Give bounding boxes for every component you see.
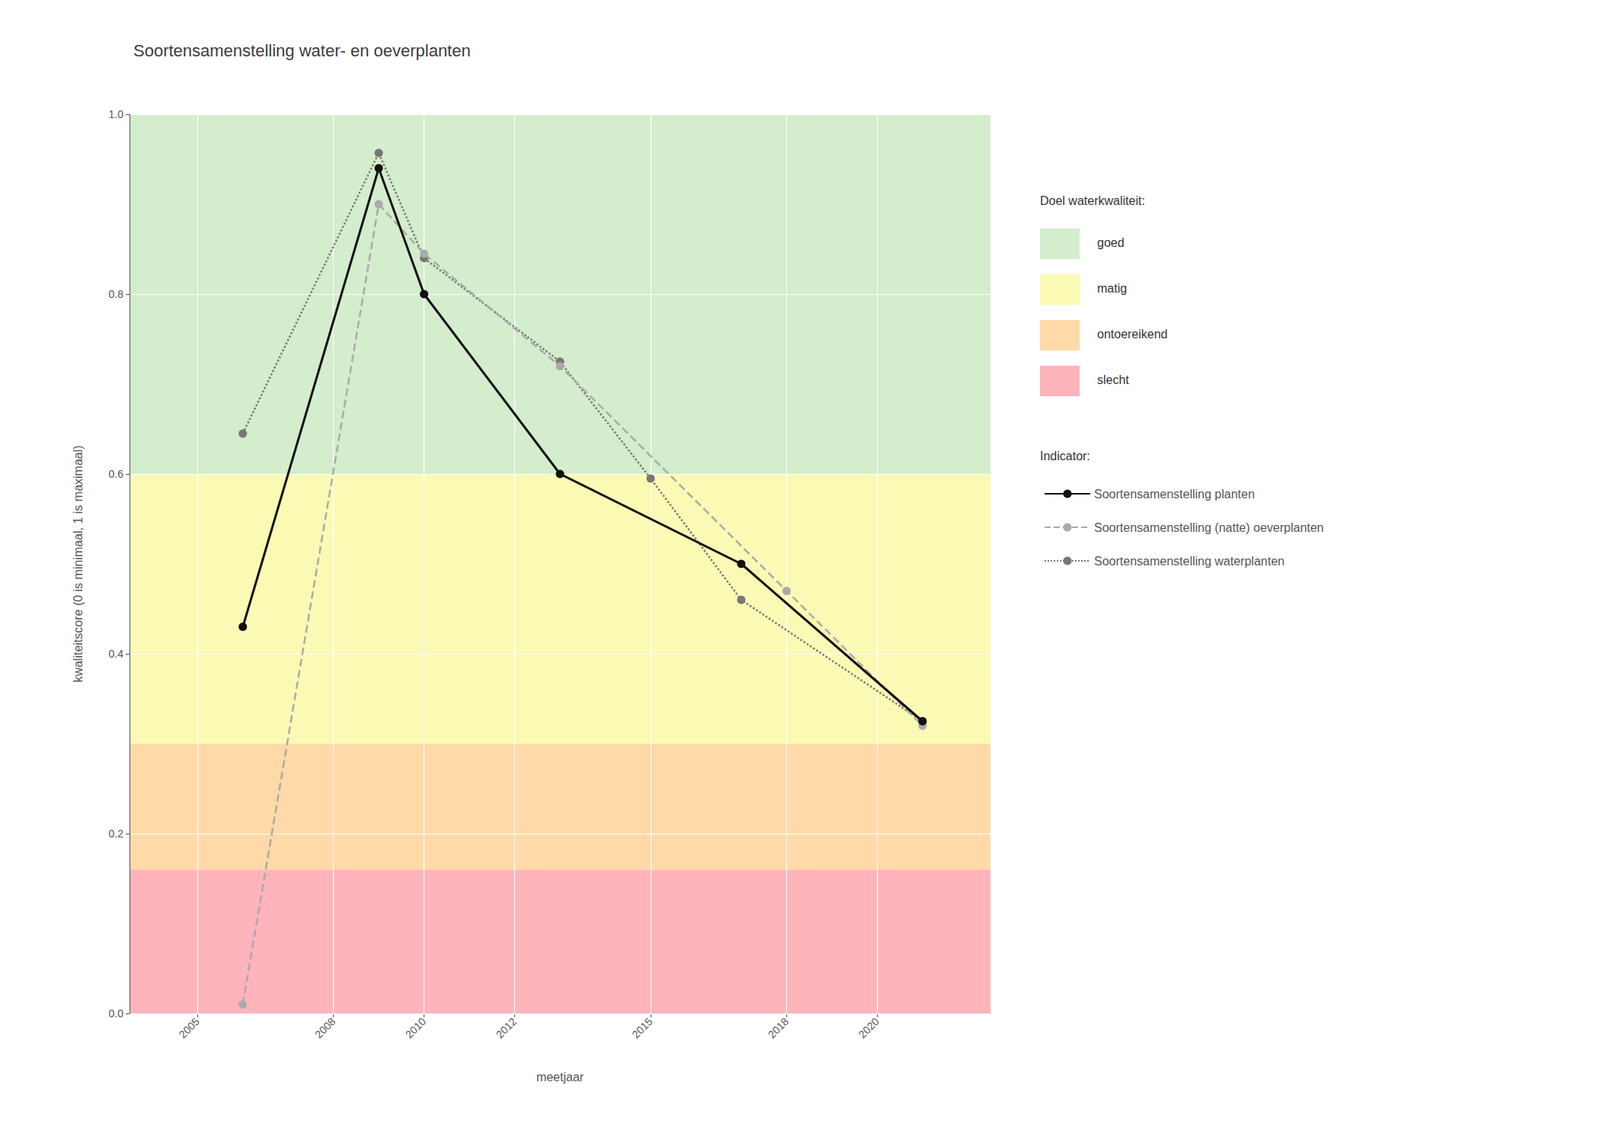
svg-text:Soortensamenstelling waterplan: Soortensamenstelling waterplanten <box>1094 554 1285 568</box>
svg-text:0.6: 0.6 <box>108 467 125 480</box>
svg-text:Soortensamenstelling planten: Soortensamenstelling planten <box>1094 487 1255 501</box>
svg-text:goed: goed <box>1097 236 1125 250</box>
svg-text:kwaliteitscore (0 is minimaal,: kwaliteitscore (0 is minimaal, 1 is maxi… <box>71 444 85 682</box>
svg-text:Doel waterkwaliteit:: Doel waterkwaliteit: <box>1040 194 1146 208</box>
svg-text:Soortensamenstelling water- en: Soortensamenstelling water- en oeverplan… <box>133 41 471 61</box>
svg-text:Indicator:: Indicator: <box>1040 449 1091 463</box>
svg-text:2015: 2015 <box>629 1014 655 1040</box>
svg-text:Soortensamenstelling (natte) o: Soortensamenstelling (natte) oeverplante… <box>1094 521 1325 535</box>
svg-text:2005: 2005 <box>176 1014 202 1040</box>
svg-text:ontoereikend: ontoereikend <box>1097 327 1168 341</box>
svg-text:2018: 2018 <box>765 1014 791 1040</box>
svg-text:2010: 2010 <box>403 1014 429 1040</box>
svg-text:0.8: 0.8 <box>108 288 125 301</box>
svg-text:matig: matig <box>1097 281 1127 295</box>
svg-text:2020: 2020 <box>856 1014 882 1040</box>
svg-text:2008: 2008 <box>312 1014 338 1040</box>
svg-text:meetjaar: meetjaar <box>536 1070 585 1084</box>
svg-text:slecht: slecht <box>1097 373 1130 387</box>
svg-text:2012: 2012 <box>493 1014 519 1040</box>
svg-text:0.0: 0.0 <box>108 1007 125 1020</box>
svg-text:0.2: 0.2 <box>108 827 125 840</box>
svg-text:1.0: 1.0 <box>108 108 125 121</box>
svg-text:0.4: 0.4 <box>108 647 125 660</box>
